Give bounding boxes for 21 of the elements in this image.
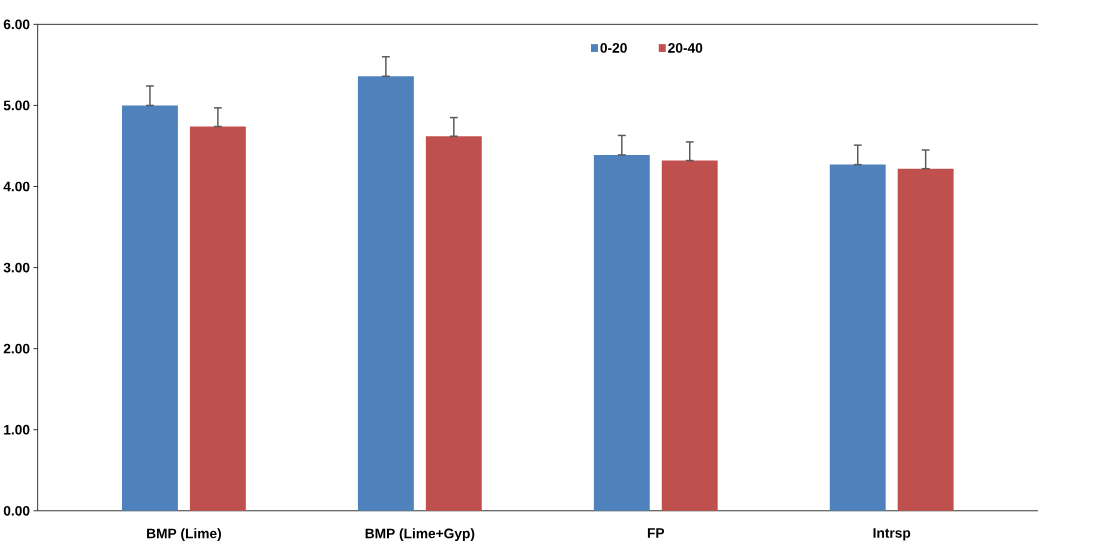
x-tick-label: FP	[647, 528, 665, 538]
y-tick-label: 4.00	[3, 181, 30, 192]
y-tick-label: 1.00	[4, 424, 30, 435]
bar	[897, 168, 954, 511]
bar	[661, 160, 718, 511]
bar	[593, 154, 650, 511]
x-tick-label: BMP (Lime+Gyp)	[365, 528, 475, 541]
x-tick-label: BMP (Lime)	[147, 528, 221, 541]
y-tick-label: 0.00	[3, 505, 30, 516]
legend-label: 0-20	[600, 43, 627, 53]
bar	[357, 76, 414, 511]
y-tick-label: 3.00	[3, 262, 30, 273]
bar	[122, 105, 178, 511]
bar	[829, 164, 886, 511]
y-tick-label: 6.00	[3, 19, 30, 30]
y-tick-label: 2.00	[3, 343, 30, 354]
bar	[425, 136, 482, 511]
y-tick-label: 5.00	[3, 100, 30, 111]
x-tick-label: Intrsp	[873, 528, 911, 541]
bar	[189, 126, 246, 511]
legend-label: 20-40	[668, 43, 703, 53]
